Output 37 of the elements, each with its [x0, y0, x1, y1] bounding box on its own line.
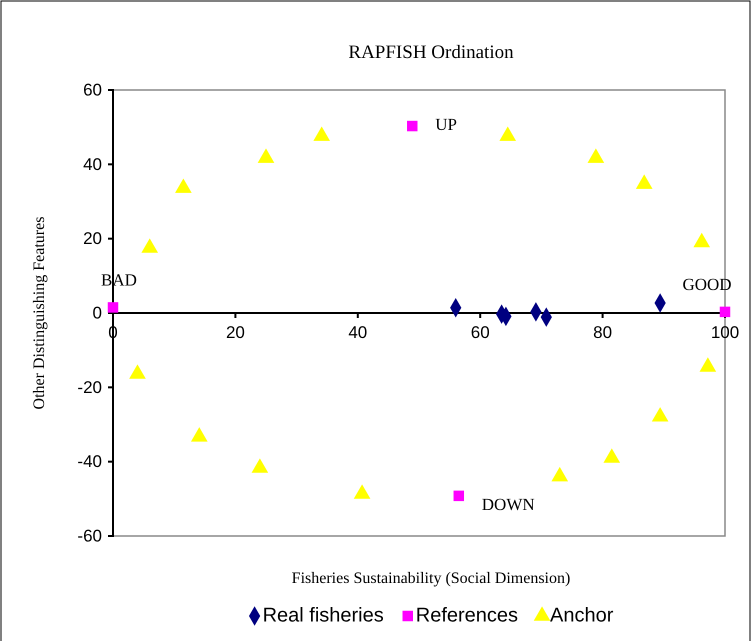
chart-title: RAPFISH Ordination: [348, 42, 514, 63]
x-tick-label: 60: [470, 323, 490, 342]
y-tick-label: 20: [83, 229, 102, 248]
point: [499, 126, 516, 141]
y-tick-label: -40: [77, 452, 102, 472]
x-tick-label: 20: [226, 323, 245, 342]
point: [129, 364, 146, 379]
point: [175, 178, 192, 193]
x-tick-label: 80: [593, 323, 612, 342]
legend-label: Anchor: [550, 604, 614, 626]
point: [354, 484, 370, 499]
point: [588, 148, 604, 163]
point: [190, 427, 208, 442]
y-tick-label: 0: [92, 303, 102, 322]
y-tick-label: 40: [83, 154, 102, 174]
point: [252, 458, 268, 473]
y-tick-label: -60: [77, 526, 102, 546]
point: [652, 407, 668, 422]
x-tick-label: 100: [710, 323, 740, 342]
point: [636, 174, 653, 189]
x-axis-title: Fisheries Sustainability (Social Dimension): [292, 570, 570, 587]
y-tick-label: 60: [83, 80, 102, 100]
y-axis-title: Other Distinguishing Features: [31, 216, 48, 410]
annotation: GOOD: [682, 274, 732, 294]
point: [258, 148, 274, 163]
annotation: DOWN: [482, 494, 535, 514]
point: [603, 448, 620, 463]
annotation: UP: [435, 114, 457, 134]
point: [700, 357, 716, 372]
point: [551, 466, 568, 482]
y-tick-label: -20: [77, 378, 102, 397]
x-tick-label: 40: [348, 323, 368, 342]
point: [141, 238, 158, 253]
point: [693, 232, 710, 248]
point: [313, 126, 330, 141]
legend-label: References: [416, 604, 518, 626]
legend-label: Real fisheries: [262, 604, 384, 626]
